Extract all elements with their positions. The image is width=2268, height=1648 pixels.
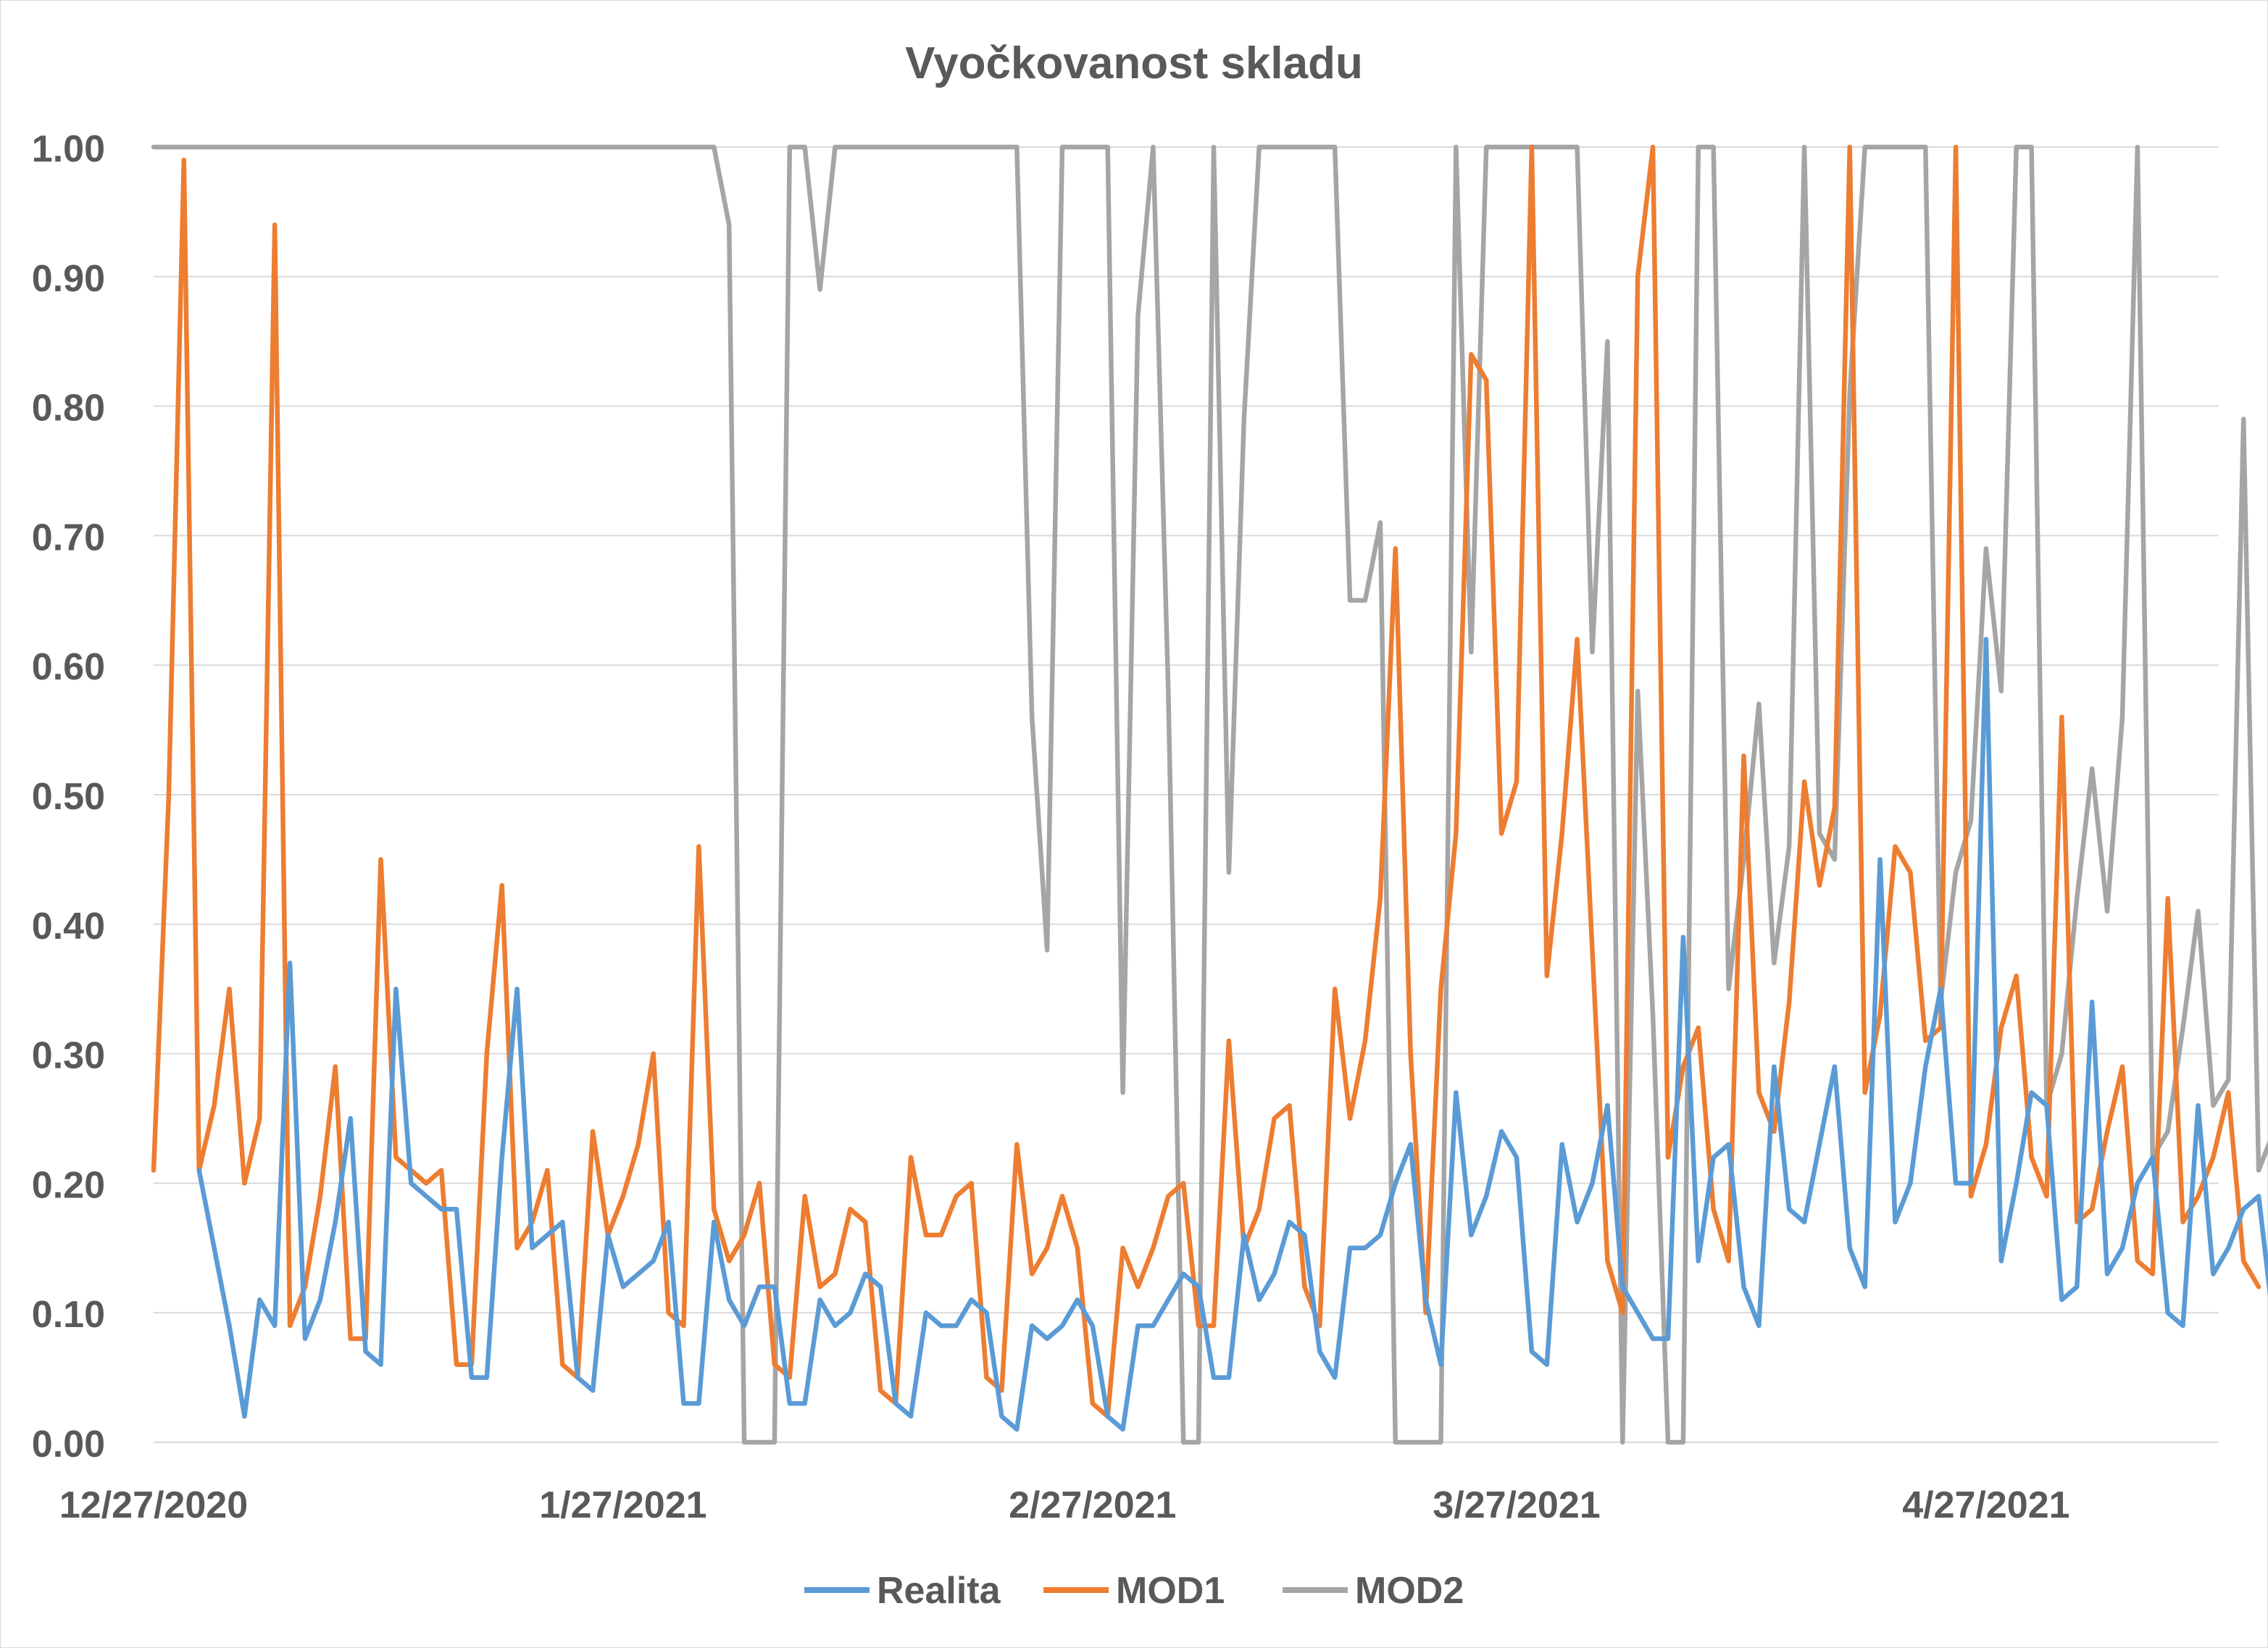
legend: Realita MOD1 MOD2 [804, 1570, 1464, 1612]
x-tick-label: 1/27/2021 [539, 1484, 706, 1526]
series-line-realita [196, 637, 2268, 1432]
series-lines [151, 144, 2268, 1445]
x-tick-label: 12/27/2020 [59, 1484, 248, 1526]
y-tick-label: 0.10 [32, 1294, 105, 1336]
legend-label: MOD1 [1116, 1570, 1225, 1612]
y-tick-label: 1.00 [32, 128, 105, 170]
y-tick-label: 0.30 [32, 1035, 105, 1077]
legend-label: Realita [877, 1570, 1001, 1612]
series-line-mod2 [151, 144, 2268, 1445]
y-axis-ticks: 0.00 0.10 0.20 0.30 0.40 0.50 0.60 0.70 0.80 0.90… [32, 128, 105, 1465]
y-tick-label: 0.80 [32, 388, 105, 430]
y-tick-label: 0.20 [32, 1164, 105, 1206]
x-tick-label: 2/27/2021 [1009, 1484, 1176, 1526]
chart-title: Vyočkovanost skladu [905, 38, 1363, 88]
x-tick-label: 4/27/2021 [1902, 1484, 2069, 1526]
y-tick-label: 0.50 [32, 776, 105, 818]
x-tick-label: 3/27/2021 [1433, 1484, 1600, 1526]
y-tick-label: 0.60 [32, 646, 105, 688]
legend-label: MOD2 [1355, 1570, 1464, 1612]
gridlines [154, 146, 2219, 1443]
x-axis-ticks: 12/27/2020 1/27/2021 2/27/2021 3/27/2021 4/2… [59, 1484, 2070, 1526]
y-tick-label: 0.40 [32, 905, 105, 948]
y-tick-label: 0.70 [32, 516, 105, 559]
y-tick-label: 0.00 [32, 1423, 105, 1465]
y-tick-label: 0.90 [32, 258, 105, 300]
